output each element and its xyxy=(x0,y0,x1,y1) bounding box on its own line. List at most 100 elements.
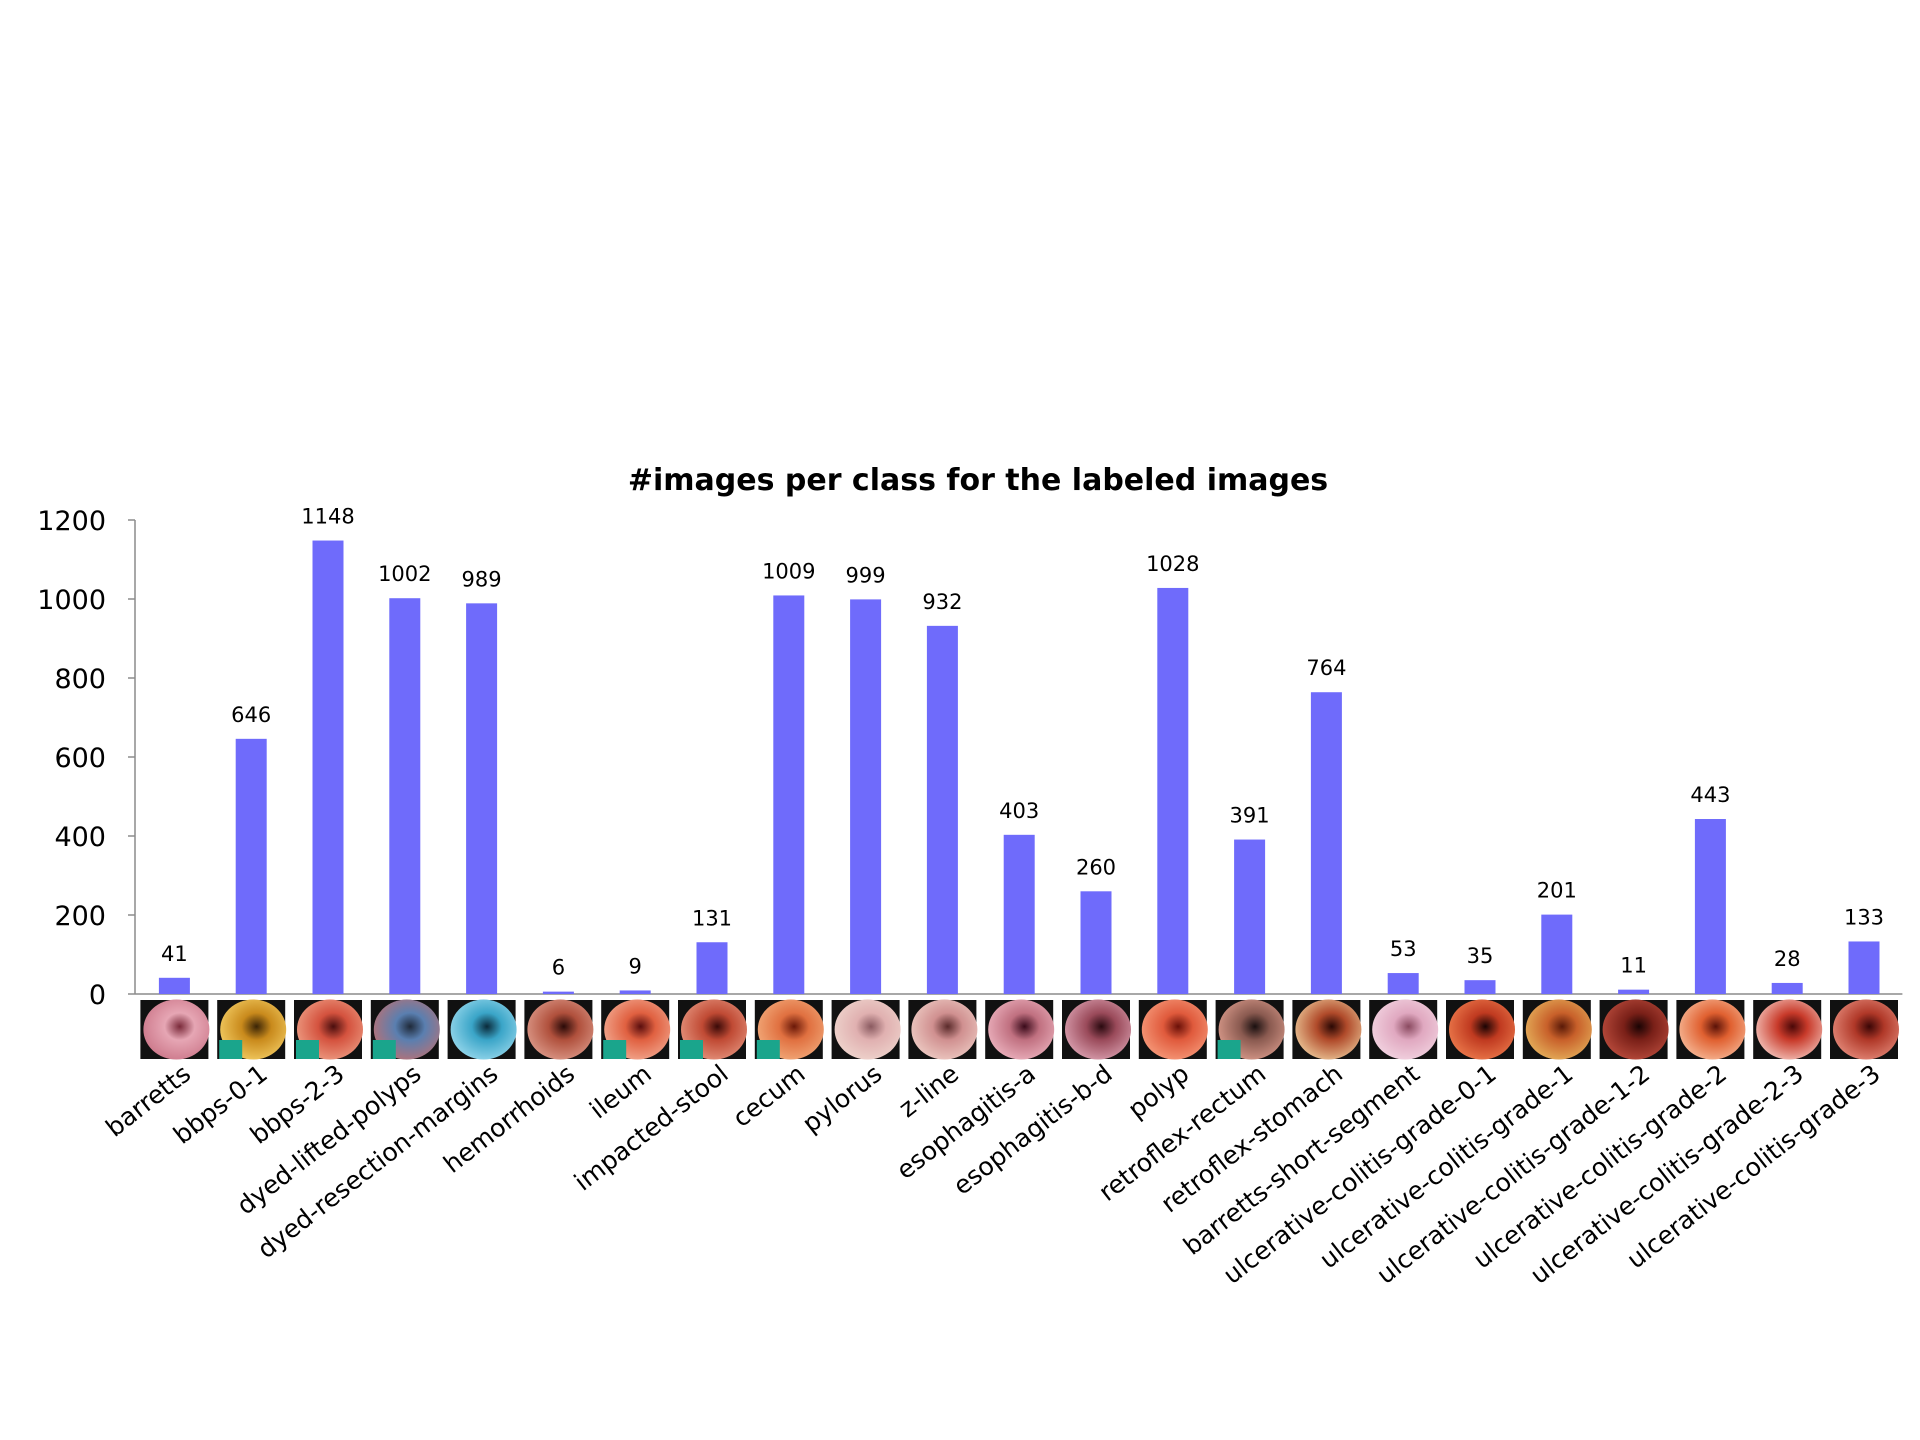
y-tick-label: 0 xyxy=(89,980,106,1011)
thumbnail-retroflex-rectum-icon xyxy=(1215,999,1285,1060)
thumbnail-ulcerative-colitis-grade-3-icon xyxy=(1830,999,1899,1060)
thumbnail-retroflex-stomach-icon xyxy=(1292,999,1362,1060)
thumbnail-dyed-resection-margins-icon xyxy=(447,999,517,1060)
data-label-ulcerative-colitis-grade-0-1: 35 xyxy=(1467,944,1494,968)
thumbnail-lumen xyxy=(1372,999,1439,1060)
thumbnail-ileum-icon xyxy=(601,999,671,1060)
data-label-ulcerative-colitis-grade-3: 133 xyxy=(1844,905,1884,929)
thumbnail-ulcerative-colitis-grade-2-icon xyxy=(1676,999,1746,1060)
data-label-bbps-2-3: 1148 xyxy=(301,505,354,529)
bar-ulcerative-colitis-grade-2 xyxy=(1694,819,1726,994)
thumbnail-lumen xyxy=(1602,999,1669,1060)
thumbnail-lumen xyxy=(1756,999,1823,1060)
thumbnail-lumen xyxy=(988,999,1055,1060)
thumbnail-lumen xyxy=(1833,999,1899,1060)
data-label-polyp: 1028 xyxy=(1146,552,1199,576)
bar-pylorus xyxy=(850,599,882,994)
data-label-ulcerative-colitis-grade-2-3: 28 xyxy=(1774,947,1801,971)
data-label-retroflex-rectum: 391 xyxy=(1230,804,1270,828)
y-tick-label: 400 xyxy=(54,822,106,853)
bar-dyed-lifted-polyps xyxy=(389,598,421,994)
bar-ulcerative-colitis-grade-0-1 xyxy=(1464,980,1496,994)
thumbnail-ulcerative-colitis-grade-1-icon xyxy=(1522,999,1592,1060)
thumbnail-impacted-stool-icon xyxy=(678,999,747,1060)
x-label-cecum: cecum xyxy=(727,1059,810,1133)
thumbnail-lumen xyxy=(1295,999,1362,1060)
thumbnail-ulcerative-colitis-grade-0-1-icon xyxy=(1446,999,1515,1060)
data-label-ulcerative-colitis-grade-1: 201 xyxy=(1537,879,1577,903)
data-label-impacted-stool: 131 xyxy=(692,906,732,930)
y-tick-label: 800 xyxy=(54,664,106,695)
x-label-pylorus: pylorus xyxy=(797,1059,887,1139)
thumbnail-marker xyxy=(372,1040,396,1059)
bar-ulcerative-colitis-grade-3 xyxy=(1848,941,1880,994)
thumbnails-group xyxy=(140,999,1899,1060)
bar-ileum xyxy=(619,990,651,994)
data-label-esophagitis-b-d: 260 xyxy=(1076,855,1116,879)
thumbnail-lumen xyxy=(911,999,978,1060)
thumbnail-lumen xyxy=(834,999,901,1060)
thumbnail-z-line-icon xyxy=(908,999,978,1060)
bar-ulcerative-colitis-grade-1-2 xyxy=(1618,989,1650,994)
thumbnail-bbps-0-1-icon xyxy=(217,999,287,1060)
thumbnail-barretts-icon xyxy=(140,999,210,1060)
bars-group: 41 646 1148 1002 989 6 9 131 1009 999 932 403 260 102… xyxy=(158,505,1884,994)
bar-ulcerative-colitis-grade-1 xyxy=(1541,914,1573,994)
data-label-ileum: 9 xyxy=(629,954,642,978)
thumbnail-lumen xyxy=(1141,999,1208,1060)
data-label-barretts-short-segment: 53 xyxy=(1390,937,1417,961)
thumbnail-cecum-icon xyxy=(754,999,824,1060)
x-axis-labels: barrettsbbps-0-1bbps-2-3dyed-lifted-poly… xyxy=(100,1059,1885,1290)
thumbnail-lumen xyxy=(1679,999,1746,1060)
y-tick-label: 1200 xyxy=(37,506,106,537)
thumbnail-lumen xyxy=(1449,999,1515,1060)
bar-esophagitis-b-d xyxy=(1080,891,1112,994)
bar-retroflex-stomach xyxy=(1310,692,1342,994)
thumbnail-esophagitis-a-icon xyxy=(985,999,1055,1060)
bar-ulcerative-colitis-grade-2-3 xyxy=(1771,982,1803,994)
data-label-retroflex-stomach: 764 xyxy=(1306,656,1346,680)
bar-cecum xyxy=(773,595,805,994)
thumbnail-marker xyxy=(296,1040,319,1059)
thumbnail-bbps-2-3-icon xyxy=(294,999,363,1060)
data-label-hemorrhoids: 6 xyxy=(552,956,565,980)
data-label-esophagitis-a: 403 xyxy=(999,799,1039,823)
x-label-hemorrhoids: hemorrhoids xyxy=(438,1059,580,1179)
thumbnail-lumen xyxy=(1065,999,1131,1060)
bar-dyed-resection-margins xyxy=(466,603,498,994)
thumbnail-pylorus-icon xyxy=(831,999,901,1060)
thumbnail-lumen xyxy=(1525,999,1592,1060)
thumbnail-polyp-icon xyxy=(1138,999,1208,1060)
y-tick-label: 200 xyxy=(54,901,106,932)
data-label-ulcerative-colitis-grade-2: 443 xyxy=(1690,783,1730,807)
thumbnail-marker xyxy=(219,1040,243,1059)
thumbnail-esophagitis-b-d-icon xyxy=(1062,999,1131,1060)
thumbnail-hemorrhoids-icon xyxy=(524,999,594,1060)
thumbnail-lumen xyxy=(143,999,210,1060)
data-label-barretts: 41 xyxy=(161,942,188,966)
data-label-pylorus: 999 xyxy=(846,563,886,587)
bar-impacted-stool xyxy=(696,942,728,994)
thumbnail-ulcerative-colitis-grade-2-3-icon xyxy=(1753,999,1823,1060)
thumbnail-barretts-short-segment-icon xyxy=(1369,999,1439,1060)
bar-bbps-0-1 xyxy=(235,738,267,994)
y-tick-label: 1000 xyxy=(37,585,106,616)
data-label-dyed-lifted-polyps: 1002 xyxy=(378,562,431,586)
data-label-dyed-resection-margins: 989 xyxy=(462,567,502,591)
thumbnail-lumen xyxy=(527,999,594,1060)
y-axis: 0 200 400 600 800 1000 1200 xyxy=(37,506,1903,1011)
bar-retroflex-rectum xyxy=(1234,839,1266,994)
data-label-cecum: 1009 xyxy=(762,559,815,583)
chart-title: #images per class for the labeled images xyxy=(628,463,1328,498)
bar-bbps-2-3 xyxy=(312,540,344,994)
bar-esophagitis-a xyxy=(1003,834,1035,994)
thumbnail-marker xyxy=(680,1040,703,1059)
thumbnail-marker xyxy=(756,1040,780,1059)
bar-barretts-short-segment xyxy=(1387,973,1419,994)
bar-barretts xyxy=(158,977,190,994)
bar-z-line xyxy=(926,625,958,994)
thumbnail-marker xyxy=(603,1040,627,1059)
bar-hemorrhoids xyxy=(542,991,574,994)
thumbnail-marker xyxy=(1217,1040,1241,1059)
